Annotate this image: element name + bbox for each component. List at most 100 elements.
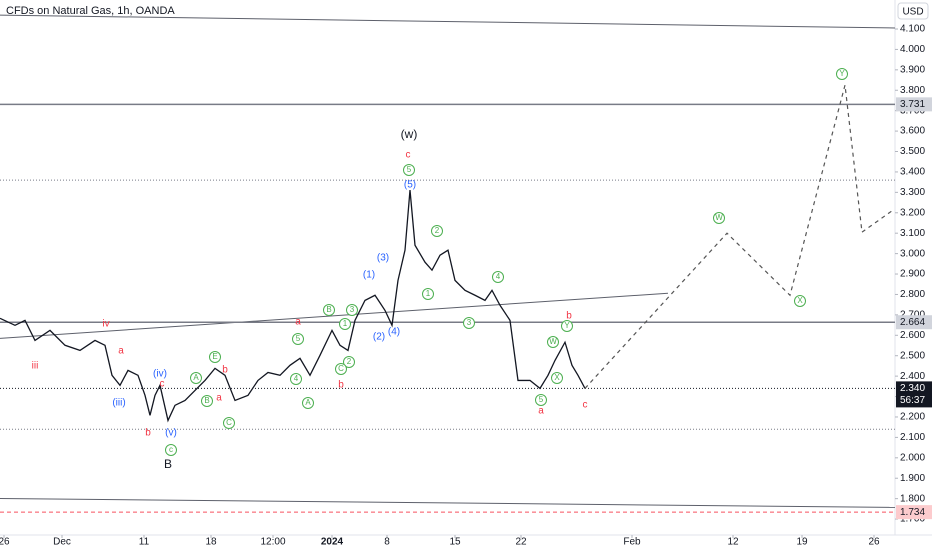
chart-title: CFDs on Natural Gas, 1h, OANDA bbox=[6, 5, 175, 17]
wave-circle bbox=[535, 394, 547, 406]
wave-label: a bbox=[295, 317, 301, 328]
countdown: 56:37 bbox=[900, 395, 925, 406]
x-tick-label: 11 bbox=[139, 537, 150, 548]
wave-label: 5 bbox=[407, 165, 412, 174]
x-tick-label: 26 bbox=[0, 537, 10, 548]
trendline bbox=[0, 292, 669, 339]
level-label-box bbox=[896, 315, 932, 330]
wave-label: Y bbox=[564, 321, 570, 330]
wave-label: iv bbox=[102, 319, 109, 330]
y-tick-label: 3.200 bbox=[900, 207, 925, 218]
y-tick-label: 3.400 bbox=[900, 167, 925, 178]
wave-label: a bbox=[118, 346, 124, 357]
level-label: 2.664 bbox=[900, 317, 925, 328]
y-tick-label: 2.400 bbox=[900, 371, 925, 382]
x-tick-label: 19 bbox=[796, 537, 808, 548]
wave-label: B bbox=[164, 457, 172, 471]
x-tick-label: 18 bbox=[205, 537, 217, 548]
y-tick-label: 2.900 bbox=[900, 269, 925, 280]
wave-label: (iv) bbox=[153, 369, 167, 380]
level-label: 1.734 bbox=[900, 507, 925, 518]
last-price-label: 2.340 bbox=[900, 383, 925, 394]
wave-circle bbox=[794, 295, 806, 307]
wave-label: 5 bbox=[539, 395, 544, 404]
wave-label: (4) bbox=[388, 327, 400, 338]
y-tick-label: 3.500 bbox=[900, 146, 925, 157]
wave-circle bbox=[547, 336, 559, 348]
wave-label: (1) bbox=[363, 270, 375, 281]
wave-label: a bbox=[216, 393, 222, 404]
x-tick-label: 8 bbox=[384, 537, 390, 548]
wave-label: c bbox=[583, 400, 588, 411]
x-tick-label: 2024 bbox=[321, 537, 344, 548]
wave-label: 3 bbox=[350, 305, 355, 314]
y-tick-label: 2.000 bbox=[900, 452, 925, 463]
wave-label: X bbox=[554, 373, 560, 382]
wave-circle bbox=[302, 397, 314, 409]
y-tick-label: 3.000 bbox=[900, 248, 925, 259]
wave-label: Y bbox=[839, 69, 845, 78]
currency[interactable]: USD bbox=[902, 7, 923, 18]
y-tick-label: 3.300 bbox=[900, 187, 925, 198]
wave-label: X bbox=[797, 296, 803, 305]
wave-label: C bbox=[338, 364, 344, 373]
y-tick-label: 2.700 bbox=[900, 310, 925, 321]
y-tick-label: 2.600 bbox=[900, 330, 925, 341]
wave-label: a bbox=[538, 406, 544, 417]
wave-circle bbox=[339, 318, 351, 330]
wave-label: 3 bbox=[467, 318, 472, 327]
wave-label: A bbox=[193, 373, 199, 382]
wave-label: (5) bbox=[404, 180, 416, 191]
wave-label: c bbox=[160, 379, 165, 390]
wave-circle bbox=[422, 288, 434, 300]
wave-circle bbox=[165, 444, 177, 456]
y-tick-label: 2.100 bbox=[900, 432, 925, 443]
level-label: 3.731 bbox=[900, 99, 925, 110]
y-tick-label: 2.200 bbox=[900, 412, 925, 423]
y-tick-label: 2.800 bbox=[900, 289, 925, 300]
y-tick-label: 3.800 bbox=[900, 85, 925, 96]
wave-label: iii bbox=[32, 361, 39, 372]
wave-label: 4 bbox=[294, 374, 299, 383]
wave-circle bbox=[561, 320, 573, 332]
wave-circle bbox=[190, 372, 202, 384]
y-tick-label: 1.900 bbox=[900, 473, 925, 484]
y-tick-label: 1.800 bbox=[900, 493, 925, 504]
wave-label: 2 bbox=[435, 226, 440, 235]
x-tick-label: 12:00 bbox=[260, 537, 285, 548]
currency-box[interactable] bbox=[897, 2, 929, 20]
price-line bbox=[0, 190, 586, 423]
wave-label: B bbox=[326, 305, 331, 314]
trendline bbox=[0, 497, 896, 508]
wave-label: c bbox=[169, 445, 173, 454]
wave-circle bbox=[431, 225, 443, 237]
wave-label: 5 bbox=[296, 334, 301, 343]
y-tick-label: 3.900 bbox=[900, 64, 925, 75]
x-tick-label: 12 bbox=[727, 537, 739, 548]
wave-circle bbox=[492, 271, 504, 283]
wave-label: W bbox=[549, 337, 557, 346]
wave-circle bbox=[335, 363, 347, 375]
wave-label: b bbox=[222, 365, 228, 376]
wave-circle bbox=[201, 395, 213, 407]
wave-label: E bbox=[212, 352, 217, 361]
wave-label: b bbox=[566, 311, 572, 322]
x-tick-label: 26 bbox=[868, 537, 880, 548]
wave-circle bbox=[292, 333, 304, 345]
wave-label: 1 bbox=[343, 319, 348, 328]
level-label-box bbox=[896, 505, 932, 520]
wave-label: 1 bbox=[426, 289, 431, 298]
y-tick-label: 3.100 bbox=[900, 228, 925, 239]
y-tick-label: 4.100 bbox=[900, 24, 925, 35]
wave-label: 4 bbox=[496, 272, 501, 281]
last-price-box bbox=[896, 381, 932, 408]
wave-label: (3) bbox=[377, 253, 389, 264]
wave-label: c bbox=[406, 150, 411, 161]
wave-circle bbox=[223, 417, 235, 429]
wave-circle bbox=[836, 68, 848, 80]
x-tick-label: Dec bbox=[53, 537, 71, 548]
wave-circle bbox=[551, 372, 563, 384]
